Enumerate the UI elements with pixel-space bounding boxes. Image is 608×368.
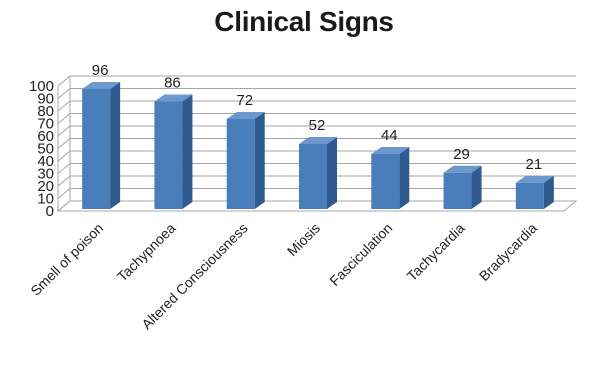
- bar: [515, 182, 544, 209]
- x-tick-label: Miosis: [284, 220, 323, 259]
- bar-top: [443, 165, 482, 173]
- data-label: 29: [453, 146, 470, 163]
- bar-top: [515, 175, 554, 183]
- gridline-side: [57, 138, 71, 149]
- bar-side: [327, 137, 337, 209]
- bar: [371, 154, 400, 209]
- y-tick-label: 20: [37, 178, 54, 195]
- data-label: 96: [92, 62, 109, 79]
- y-tick-label: 60: [37, 128, 54, 145]
- x-tick-label: Bradycardia: [476, 220, 540, 284]
- bar-side: [471, 165, 482, 209]
- y-tick-label: 30: [37, 166, 54, 183]
- data-label: 21: [526, 156, 543, 173]
- bar-top: [299, 137, 337, 144]
- bar: [154, 101, 183, 209]
- gridline-side: [57, 75, 71, 87]
- gridline-side: [57, 88, 71, 99]
- bar-side: [254, 112, 265, 209]
- y-tick-label: 0: [46, 203, 54, 220]
- data-label: 52: [309, 117, 326, 134]
- gridline-side: [57, 188, 71, 199]
- gridline-side: [57, 163, 71, 174]
- bar: [443, 172, 472, 209]
- bar-top: [371, 147, 410, 154]
- gridline-side: [57, 150, 71, 162]
- y-tick-label: 50: [37, 141, 54, 158]
- gridline-side: [57, 125, 71, 137]
- bar-side: [543, 175, 554, 209]
- y-tick-label: 40: [37, 153, 54, 170]
- x-tick-label: Tachypnoea: [114, 220, 179, 285]
- bar-side: [182, 94, 193, 209]
- data-label: 86: [164, 75, 181, 92]
- chart-title: Clinical Signs: [214, 6, 394, 37]
- y-tick-label: 10: [37, 191, 54, 208]
- bar-side: [110, 82, 121, 209]
- y-tick-label: 100: [29, 78, 54, 95]
- bar-top: [226, 112, 265, 119]
- x-tick-label: Smell of poison: [27, 220, 106, 299]
- data-label: 72: [236, 92, 253, 109]
- bar: [299, 144, 327, 209]
- x-tick-label: Fasciculation: [326, 220, 395, 289]
- bar-side: [399, 147, 410, 209]
- data-label: 44: [381, 127, 398, 144]
- bar-top: [154, 94, 193, 102]
- y-tick-label: 80: [37, 103, 54, 120]
- bar: [226, 119, 255, 209]
- gridline-side: [57, 175, 71, 187]
- y-tick-label: 70: [37, 116, 54, 133]
- bar-top: [82, 82, 121, 89]
- bar: [82, 89, 111, 209]
- gridline-side: [57, 100, 71, 112]
- x-tick-label: Tachycardia: [404, 220, 468, 284]
- gridline-side: [57, 113, 71, 124]
- y-tick-label: 90: [37, 91, 54, 108]
